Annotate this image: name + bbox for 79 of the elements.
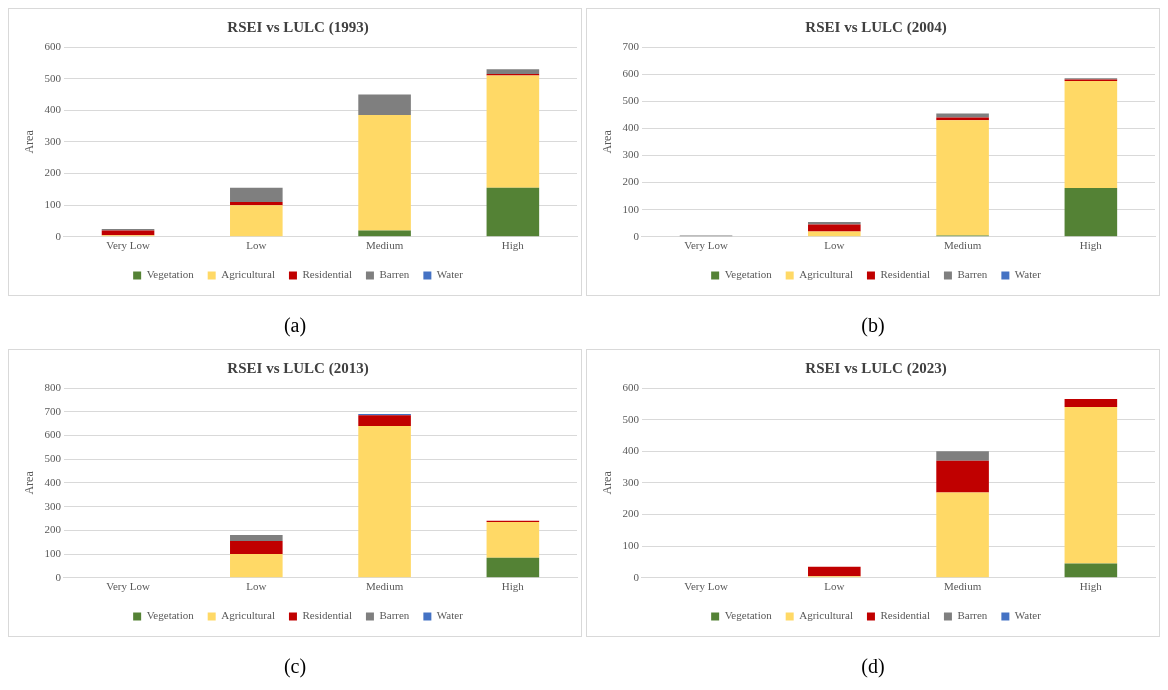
legend-label: Barren xyxy=(379,268,410,281)
chart-title: RSEI vs LULC (2023) xyxy=(805,359,947,377)
y-tick-label: 200 xyxy=(44,523,62,536)
chart-title: RSEI vs LULC (2004) xyxy=(805,18,947,36)
text: (d) xyxy=(860,655,886,678)
y-tick-label: 100 xyxy=(622,202,640,215)
legend-label: Residential xyxy=(880,609,930,622)
y-tick-label: 0 xyxy=(55,229,62,242)
text: (b) xyxy=(860,314,886,337)
legend-label: Barren xyxy=(957,609,988,622)
y-tick-label: 0 xyxy=(633,229,640,242)
legend-label: Residential xyxy=(302,268,352,281)
legend-label: Vegetation xyxy=(724,609,773,622)
y-tick-label: 100 xyxy=(44,546,62,559)
y-tick-label: 300 xyxy=(44,134,62,147)
legend-label: Agricultural xyxy=(799,268,853,281)
y-tick-label: 200 xyxy=(622,507,640,520)
x-tick-label: High xyxy=(1079,239,1103,252)
y-tick-label: 500 xyxy=(622,412,640,425)
legend-label: Residential xyxy=(302,609,352,622)
legend-label: Water xyxy=(1014,609,1042,622)
y-axis-title: Area xyxy=(600,129,615,154)
x-tick-label: High xyxy=(501,580,525,593)
y-axis-title: Area xyxy=(22,129,37,154)
legend-label: Barren xyxy=(379,609,410,622)
x-tick-label: Very Low xyxy=(684,239,728,252)
chart-title: RSEI vs LULC (1993) xyxy=(227,18,369,36)
legend-label: Barren xyxy=(957,268,988,281)
y-tick-label: 300 xyxy=(44,499,62,512)
text: (c) xyxy=(282,655,308,678)
legend-label: Vegetation xyxy=(146,609,195,622)
x-tick-label: Medium xyxy=(943,239,982,252)
y-tick-label: 100 xyxy=(622,539,640,552)
x-tick-label: Low xyxy=(824,239,845,252)
x-tick-label: Very Low xyxy=(106,239,150,252)
legend-label: Water xyxy=(436,268,464,281)
x-tick-label: Medium xyxy=(365,239,404,252)
y-tick-label: 800 xyxy=(44,380,62,393)
legend-label: Water xyxy=(436,609,464,622)
x-tick-label: Low xyxy=(824,580,845,593)
y-tick-label: 600 xyxy=(622,67,640,79)
y-tick-label: 200 xyxy=(44,166,62,179)
y-tick-label: 300 xyxy=(622,148,640,161)
y-tick-label: 600 xyxy=(622,380,640,393)
y-tick-label: 500 xyxy=(622,94,640,107)
text: (a) xyxy=(282,314,308,337)
y-tick-label: 400 xyxy=(44,475,62,488)
legend-label: Vegetation xyxy=(724,268,773,281)
legend-label: Agricultural xyxy=(799,609,853,622)
legend-label: Vegetation xyxy=(146,268,195,281)
y-tick-label: 200 xyxy=(622,175,640,188)
x-tick-label: Very Low xyxy=(684,580,728,593)
y-tick-label: 500 xyxy=(44,452,62,465)
x-tick-label: Low xyxy=(246,580,267,593)
y-tick-label: 300 xyxy=(622,475,640,488)
y-tick-label: 600 xyxy=(44,39,62,52)
y-tick-label: 400 xyxy=(44,103,62,116)
x-tick-label: Low xyxy=(246,239,267,252)
x-tick-label: Very Low xyxy=(106,580,150,593)
y-axis-title: Area xyxy=(600,470,615,495)
x-tick-label: Medium xyxy=(943,580,982,593)
y-tick-label: 0 xyxy=(633,570,640,583)
x-tick-label: Medium xyxy=(365,580,404,593)
legend-label: Water xyxy=(1014,268,1042,281)
y-axis-title: Area xyxy=(22,470,37,495)
y-tick-label: 0 xyxy=(55,570,62,583)
y-tick-label: 400 xyxy=(622,121,640,134)
y-tick-label: 700 xyxy=(622,39,640,52)
legend-label: Residential xyxy=(880,268,930,281)
chart-title: RSEI vs LULC (2013) xyxy=(227,359,369,377)
y-tick-label: 100 xyxy=(44,198,62,211)
x-tick-label: High xyxy=(501,239,525,252)
y-tick-label: 700 xyxy=(44,404,62,417)
y-tick-label: 500 xyxy=(44,71,62,84)
y-tick-label: 400 xyxy=(622,444,640,457)
legend-label: Agricultural xyxy=(221,268,275,281)
y-tick-label: 600 xyxy=(44,428,62,441)
legend-label: Agricultural xyxy=(221,609,275,622)
x-tick-label: High xyxy=(1079,580,1103,593)
